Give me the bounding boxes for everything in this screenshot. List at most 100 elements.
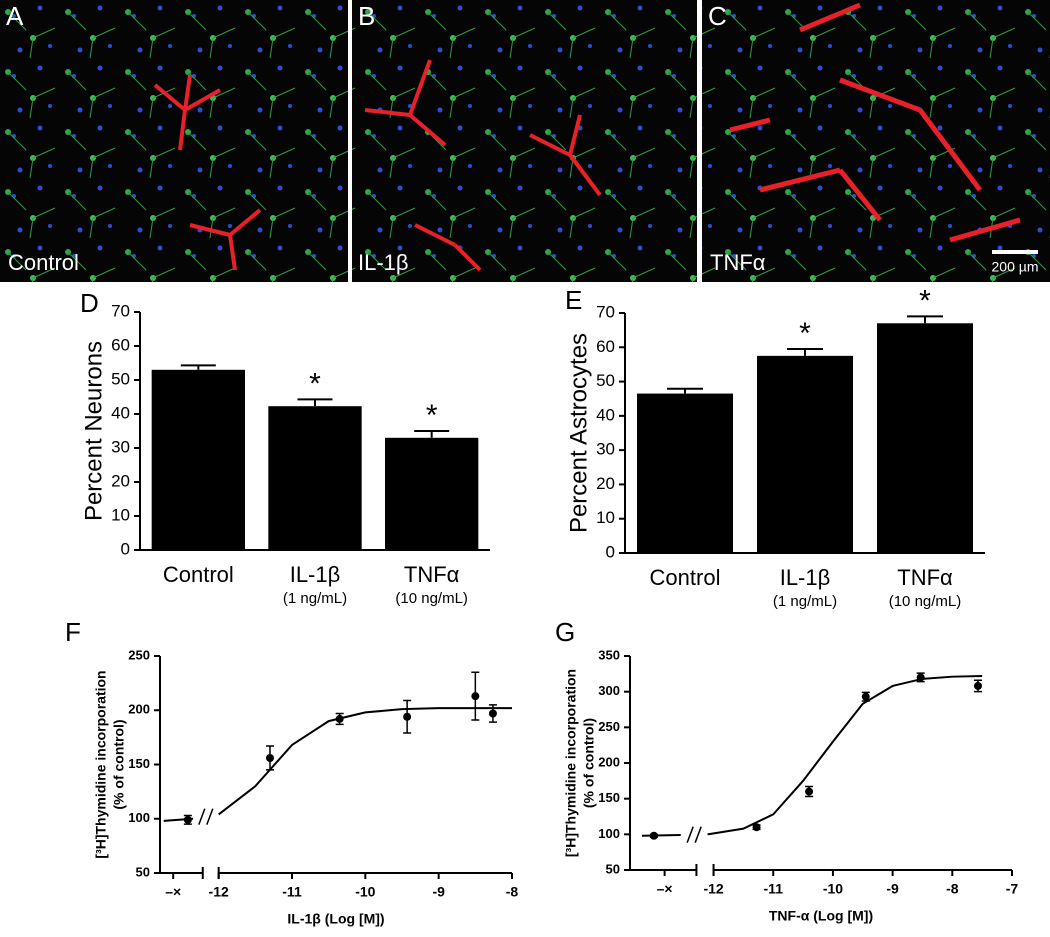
bar [757, 355, 853, 553]
scale-bar [992, 250, 1038, 254]
y-axis-label: Percent Astrocytes [565, 333, 592, 533]
y-tick-label: 50 [596, 371, 615, 390]
x-tick-label: TNFα [404, 562, 460, 587]
significance: * [426, 399, 438, 432]
micrograph [702, 0, 1050, 282]
error-bar [414, 430, 450, 438]
y-tick-label: 200 [598, 754, 620, 769]
axis-break [695, 864, 715, 876]
curve-break [198, 808, 214, 825]
image-panel-b: B IL-1β [352, 0, 697, 282]
significance: * [919, 284, 931, 317]
panel-letter: D [80, 288, 99, 318]
data-point [861, 692, 870, 701]
data-point [973, 681, 982, 690]
panel-letter: B [358, 1, 375, 31]
error-bar [667, 387, 703, 394]
image-panel-c: C TNFα 200 µm [702, 0, 1050, 282]
significance: * [799, 317, 811, 350]
data-point [916, 673, 925, 682]
micrograph [352, 0, 697, 282]
y-tick-label: 70 [596, 302, 615, 321]
panel-letter: A [6, 1, 24, 31]
x-tick-label: -7 [1006, 881, 1019, 897]
x-tick-sublabel: (1 ng/mL) [283, 590, 347, 607]
y-tick-label: 40 [111, 403, 130, 422]
y-tick-label: 30 [111, 437, 130, 456]
data-point [471, 692, 480, 701]
y-axis-label: Percent Neurons [80, 341, 107, 521]
y-tick-label: 70 [111, 301, 130, 320]
data-point [805, 787, 814, 796]
y-axis-label: (% of control) [111, 719, 127, 809]
y-tick-label: 50 [606, 861, 620, 876]
data-point [403, 712, 412, 721]
data-point [335, 714, 344, 723]
data-point [488, 709, 497, 718]
y-tick-label: 150 [128, 756, 150, 771]
panel-label: Control [8, 250, 79, 275]
y-tick-label: 150 [598, 790, 620, 805]
y-tick-label: 40 [596, 405, 615, 424]
x-tick-label: Control [163, 562, 234, 587]
x-tick-sublabel: (10 ng/mL) [889, 593, 962, 610]
y-tick-label: 20 [596, 474, 615, 493]
x-tick-sublabel: (1 ng/mL) [773, 593, 837, 610]
data-point [266, 753, 274, 762]
y-tick-label: 60 [596, 337, 615, 356]
x-tick-label: -11 [282, 884, 302, 900]
y-tick-label: 300 [598, 683, 620, 698]
data-point [752, 823, 761, 832]
y-axis-label: (% of control) [581, 718, 597, 808]
error-bar [907, 315, 943, 324]
y-axis-label: [³H]Thymidine incorporation [93, 670, 109, 858]
x-tick-label: –× [165, 884, 181, 900]
y-tick-label: 50 [136, 864, 150, 879]
x-axis-label: IL-1β (Log [M]) [287, 911, 384, 927]
x-tick-sublabel: (10 ng/mL) [395, 590, 468, 607]
y-tick-label: 200 [128, 702, 150, 717]
y-tick-label: 50 [111, 369, 130, 388]
y-tick-label: 10 [596, 508, 615, 527]
panel-label: TNFα [710, 250, 766, 275]
panel-letter: C [708, 1, 727, 31]
x-axis-label: TNF-α (Log [M]) [769, 908, 873, 924]
x-tick-label: -8 [946, 881, 959, 897]
significance: * [309, 367, 321, 400]
error-bar [297, 398, 333, 407]
x-tick-label: -11 [764, 881, 784, 897]
x-tick-label: Control [650, 565, 721, 590]
micrograph [0, 0, 348, 282]
error-bar [787, 348, 823, 356]
data-point [649, 831, 658, 840]
y-tick-label: 0 [121, 539, 130, 558]
image-panel-a: A Control [0, 0, 348, 282]
x-tick-label: -12 [703, 881, 723, 897]
y-tick-label: 60 [111, 335, 130, 354]
x-tick-label: TNFα [897, 565, 953, 590]
fit-curve [641, 674, 983, 837]
error-bar [180, 364, 216, 370]
y-tick-label: 350 [598, 647, 620, 662]
data-point [183, 815, 192, 824]
y-tick-label: 250 [128, 647, 150, 662]
x-tick-label: -9 [432, 884, 445, 900]
y-tick-label: 250 [598, 719, 620, 734]
panel-letter: G [555, 617, 575, 647]
x-tick-label: -10 [823, 881, 843, 897]
bar [268, 406, 362, 550]
y-tick-label: 100 [598, 826, 620, 841]
bar [151, 369, 245, 550]
astrocyte [364, 59, 602, 272]
y-tick-label: 30 [596, 440, 615, 459]
x-tick-label: -10 [355, 884, 375, 900]
y-tick-label: 100 [128, 810, 150, 825]
x-tick-label: –× [657, 881, 673, 897]
y-tick-label: 20 [111, 471, 130, 490]
panel-letter: E [565, 285, 582, 315]
x-tick-label: IL-1β [290, 562, 341, 587]
x-tick-label: -9 [886, 881, 899, 897]
axis-break [201, 867, 220, 879]
